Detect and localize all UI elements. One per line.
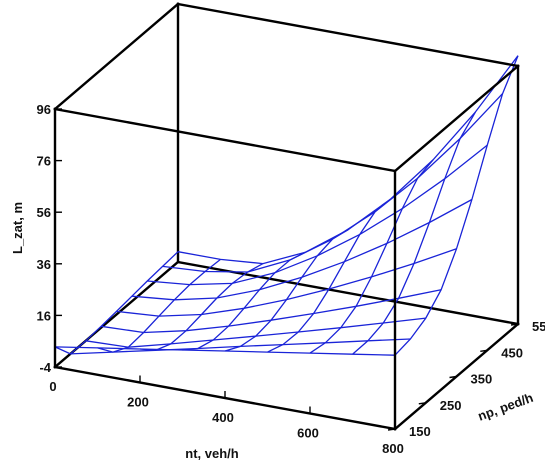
y-tick-label: 150 <box>409 424 431 439</box>
box-edge <box>176 2 520 68</box>
box-edge <box>53 2 180 111</box>
mesh-line-x <box>147 144 488 286</box>
x-tick-label: 400 <box>212 410 234 425</box>
y-tick-mark <box>449 375 457 379</box>
z-tick-label: 56 <box>37 205 51 220</box>
y-tick-mark <box>387 428 396 431</box>
x-axis-label: nt, veh/h <box>185 446 239 461</box>
mesh-line-y <box>309 159 434 354</box>
y-axis-label: np, ped/h <box>476 390 535 424</box>
tick-labels: -4 16 36 56 76 96 0 200 400 600 800 150 250 350 450 550 <box>37 102 545 456</box>
z-tick-label: 96 <box>37 102 51 117</box>
z-axis-label: L_zat, m <box>10 202 25 254</box>
y-tick-label: 350 <box>471 372 493 387</box>
y-tick-mark <box>418 402 426 405</box>
z-tick-label: 76 <box>37 154 51 169</box>
y-tick-mark <box>510 323 519 326</box>
y-tick-mark <box>480 349 488 352</box>
x-tick-label: 600 <box>297 426 319 441</box>
mesh-line-y <box>97 258 221 353</box>
x-tick-label: 200 <box>127 395 149 410</box>
surface-mesh <box>54 55 519 356</box>
mesh-line-y <box>394 55 519 356</box>
mesh-line-y <box>352 111 477 355</box>
z-tick-label: -4 <box>39 360 51 375</box>
bounding-box-front <box>53 2 520 431</box>
z-tick-label: 16 <box>37 308 51 323</box>
box-edge <box>393 64 520 173</box>
y-tick-label: 250 <box>440 398 462 413</box>
mesh-line-y <box>267 198 391 353</box>
z-tick-label: 36 <box>37 257 51 272</box>
mesh-line-y <box>224 229 349 352</box>
y-tick-label: 550 <box>532 319 545 334</box>
y-tick-label: 450 <box>501 345 523 360</box>
mesh-line-y <box>54 251 179 355</box>
x-tick-label: 800 <box>382 441 404 456</box>
mesh-line-y <box>182 251 306 351</box>
box-edge <box>53 107 397 173</box>
mesh-line-y <box>139 263 264 351</box>
x-tick-label: 0 <box>49 379 56 394</box>
mesh-line-x <box>177 55 519 265</box>
mesh-line-x <box>162 93 504 273</box>
mesh-line-x <box>54 346 396 356</box>
